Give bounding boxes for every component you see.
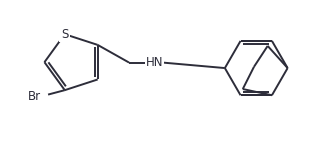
Text: Br: Br: [28, 90, 41, 103]
Text: HN: HN: [146, 56, 163, 69]
Text: S: S: [61, 28, 68, 41]
